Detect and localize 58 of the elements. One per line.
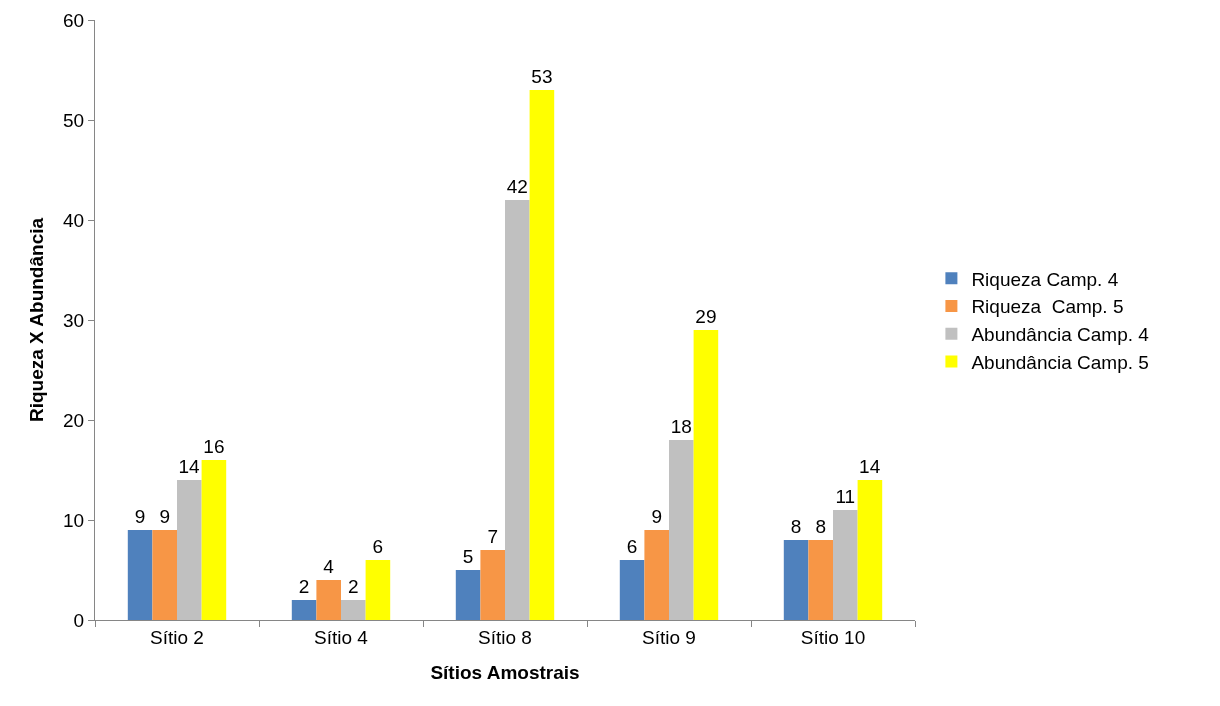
y-tick-label: 40 [63, 209, 85, 231]
bar [833, 510, 858, 620]
data-label: 4 [323, 556, 335, 577]
x-tick-label: Sítio 10 [800, 626, 866, 648]
bar [341, 600, 366, 620]
x-tick-label: Sítio 4 [314, 626, 369, 648]
data-label: 8 [790, 516, 802, 537]
data-label: 2 [348, 576, 359, 597]
data-label: 7 [487, 526, 498, 547]
bar [455, 570, 481, 620]
bar [177, 480, 202, 620]
y-tick-label: 0 [73, 609, 85, 631]
data-label: 9 [134, 506, 146, 527]
x-axis-title: Sítios Amostrais [430, 661, 580, 683]
y-tick-label: 60 [63, 9, 85, 31]
bar [316, 580, 341, 620]
data-label: 42 [506, 176, 528, 197]
bar [783, 540, 809, 620]
legend-label: Riqueza Camp. 4 [971, 268, 1119, 290]
bar [291, 600, 317, 620]
data-label: 18 [670, 416, 692, 437]
data-label: 9 [651, 506, 662, 527]
data-label: 14 [178, 456, 201, 477]
x-tick-label: Sítio 9 [642, 626, 696, 648]
bar [619, 560, 645, 620]
data-label: 6 [372, 536, 384, 557]
y-tick-label: 20 [63, 409, 85, 431]
y-tick-label: 10 [63, 509, 85, 531]
bar [201, 460, 227, 620]
legend-label: Abundância Camp. 5 [971, 351, 1149, 373]
data-label: 2 [298, 576, 310, 597]
legend-label: Abundância Camp. 4 [971, 324, 1150, 346]
x-tick-label: Sítio 8 [478, 626, 532, 648]
x-tick-label: Sítio 2 [150, 626, 204, 648]
bar [505, 200, 530, 620]
bar [365, 560, 391, 620]
data-label: 14 [859, 456, 881, 477]
data-label: 11 [835, 486, 856, 507]
data-label: 8 [815, 516, 826, 537]
bar [152, 530, 177, 620]
bar [529, 90, 555, 620]
data-label: 5 [462, 546, 474, 567]
bar [669, 440, 694, 620]
y-tick-label: 50 [63, 109, 85, 131]
bar [693, 330, 719, 620]
y-axis-title: Riqueza X Abundância [25, 217, 47, 423]
data-label: 16 [203, 436, 225, 457]
bar [480, 550, 505, 620]
data-label: 9 [159, 506, 170, 527]
legend-label: Riqueza Camp. 5 [971, 296, 1124, 318]
bar [808, 540, 833, 620]
bar [127, 530, 153, 620]
y-tick-label: 30 [63, 309, 85, 331]
data-label: 29 [695, 306, 717, 327]
bar [857, 480, 883, 620]
data-label: 6 [626, 536, 638, 557]
bar [644, 530, 669, 620]
data-label: 53 [531, 66, 553, 87]
